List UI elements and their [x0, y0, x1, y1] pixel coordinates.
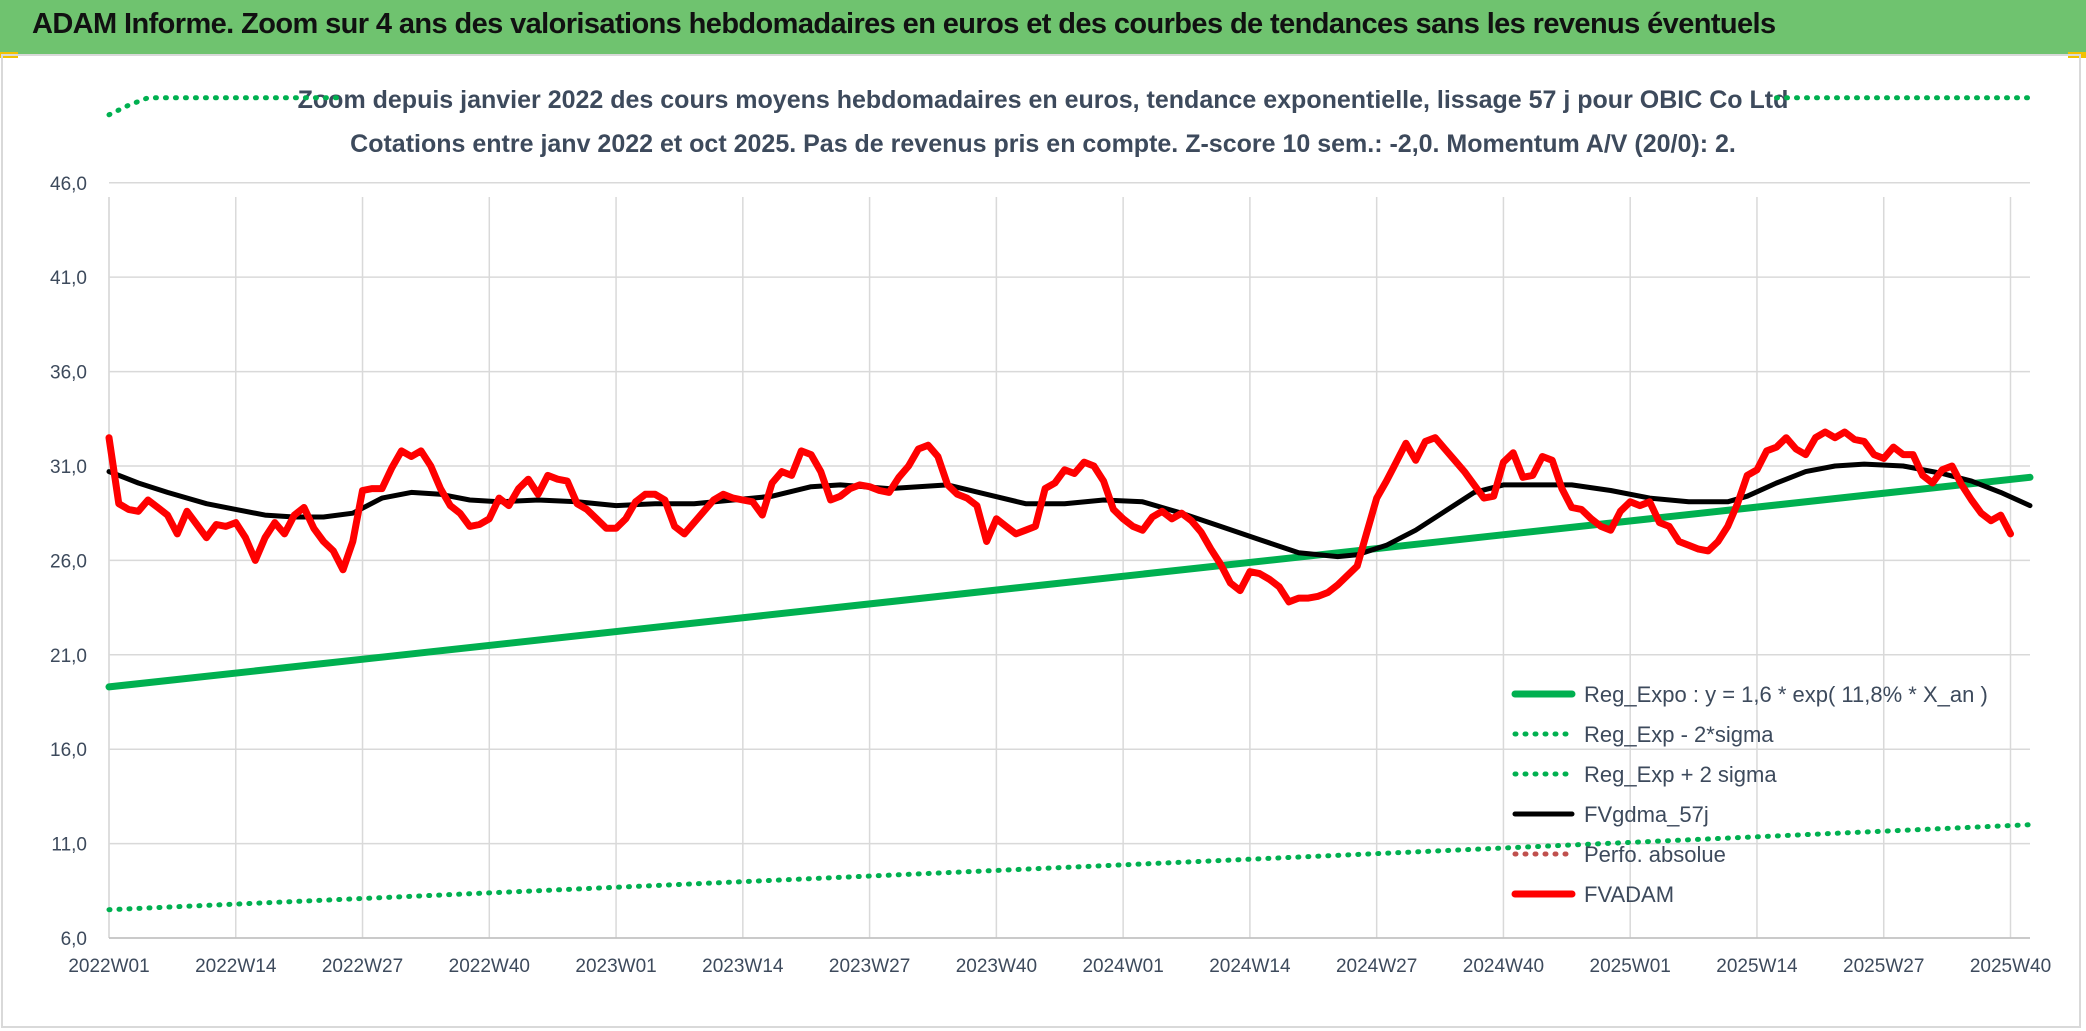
x-tick-label: 2024W01: [1082, 956, 1163, 977]
y-tick-label: 26,0: [50, 551, 87, 572]
x-tick-label: 2023W40: [956, 956, 1037, 977]
x-tick-label: 2024W27: [1336, 956, 1417, 977]
chart-title: Zoom depuis janvier 2022 des cours moyen…: [298, 86, 1789, 114]
y-tick-label: 21,0: [50, 646, 87, 667]
chart-axes: 2022W01 2022W14 2022W27 2022W40 2023W01 2023W…: [50, 174, 2051, 977]
x-tick-label: 2022W14: [195, 956, 277, 977]
y-tick-label: 11,0: [51, 835, 87, 856]
x-tick-label: 2023W01: [575, 956, 656, 977]
legend-label: FVADAM: [1584, 882, 1674, 907]
reg-exp-plus-2sigma-line: [106, 95, 346, 118]
reg-expo-line: [105, 473, 2034, 691]
legend-label: Reg_Exp - 2*sigma: [1584, 722, 1774, 747]
y-tick-label: 16,0: [50, 740, 87, 761]
x-tick-label: 2025W01: [1590, 956, 1671, 977]
x-tick-label: 2023W14: [702, 956, 784, 977]
chart-subtitle: Cotations entre janv 2022 et oct 2025. P…: [350, 130, 1736, 158]
header-bar: ADAM Informe. Zoom sur 4 ans des valoris…: [0, 0, 2086, 54]
x-tick-label: 2024W14: [1209, 956, 1291, 977]
header-title: ADAM Informe. Zoom sur 4 ans des valoris…: [32, 8, 1776, 40]
x-tick-label: 2025W14: [1716, 956, 1798, 977]
legend-label: FVgdma_57j: [1584, 802, 1709, 827]
chart-legend: Reg_Expo : y = 1,6 * exp( 11,8% * X_an )…: [1511, 682, 1988, 907]
y-tick-label: 36,0: [50, 363, 87, 384]
y-tick-label: 31,0: [50, 457, 87, 478]
legend-label: Reg_Exp + 2 sigma: [1584, 762, 1777, 787]
chart-series: [105, 95, 2034, 913]
y-tick-label: 46,0: [50, 174, 87, 195]
legend-label: Reg_Expo : y = 1,6 * exp( 11,8% * X_an ): [1584, 682, 1988, 707]
x-tick-label: 2022W01: [68, 956, 149, 977]
x-tick-label: 2023W27: [829, 956, 910, 977]
x-tick-label: 2024W40: [1463, 956, 1544, 977]
chart-frame: [1, 54, 2081, 1028]
x-tick-label: 2025W27: [1843, 956, 1924, 977]
fvadam-line: [105, 428, 2014, 606]
reg-exp-minus-2sigma-line: [106, 822, 2033, 913]
y-tick-label: 41,0: [50, 268, 87, 289]
x-tick-label: 2025W40: [1970, 956, 2051, 977]
chart-grid: [108, 182, 2030, 939]
x-tick-label: 2022W40: [449, 956, 530, 977]
y-tick-label: 6,0: [61, 929, 87, 950]
legend-label: Perfo. absolue: [1584, 842, 1726, 867]
x-tick-label: 2022W27: [322, 956, 403, 977]
